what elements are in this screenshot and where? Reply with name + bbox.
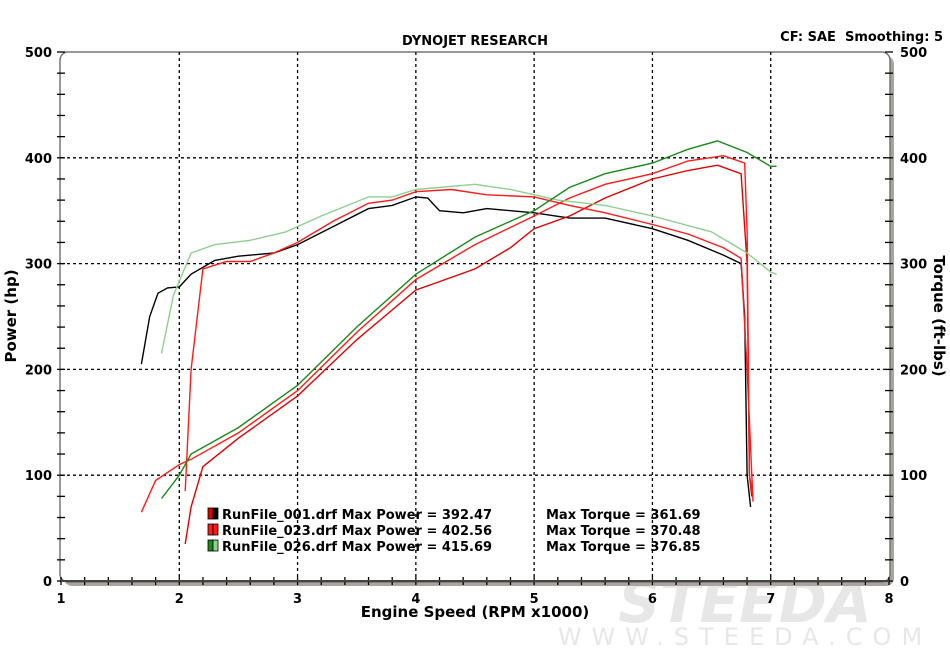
- legend-torque: Max Torque = 376.85: [546, 540, 701, 555]
- plot-area: [59, 51, 891, 583]
- legend-torque: Max Torque = 370.48: [546, 524, 701, 539]
- y-tick-label: 200: [25, 363, 52, 378]
- legend-swatch-icon: [207, 523, 214, 536]
- y2-axis-label: Torque (ft-lbs): [930, 255, 948, 376]
- x-tick-label: 5: [530, 592, 539, 607]
- x-axis-label: Engine Speed (RPM x1000): [361, 603, 590, 621]
- chart-subtitle: CF: SAE Smoothing: 5: [780, 30, 943, 45]
- series-line-power: [160, 140, 777, 499]
- series-line-torque: [160, 183, 777, 354]
- series-line-torque: [140, 196, 752, 507]
- legend-swatch-icon: [212, 539, 219, 552]
- series-line-power: [140, 154, 754, 513]
- legend-swatch-icon: [212, 523, 219, 536]
- series-line-torque: [184, 188, 754, 502]
- chart-title: DYNOJET RESEARCH: [402, 34, 548, 49]
- series-line-power: [184, 164, 753, 545]
- y2-tick-label: 200: [900, 363, 927, 378]
- x-tick-label: 7: [766, 592, 775, 607]
- y2-tick-label: 0: [900, 575, 909, 590]
- x-tick-label: 3: [293, 592, 302, 607]
- legend-torque: Max Torque = 361.69: [546, 508, 701, 523]
- x-tick-label: 6: [648, 592, 657, 607]
- y-axis-label: Power (hp): [2, 269, 20, 362]
- y-tick-label: 300: [25, 258, 52, 273]
- legend-file: RunFile_001.drf Max Power = 392.47: [222, 508, 492, 523]
- x-tick-label: 2: [175, 592, 184, 607]
- y-tick-label: 0: [43, 575, 52, 590]
- series-group: [140, 140, 777, 545]
- x-tick-label: 4: [411, 592, 420, 607]
- legend-swatch-icon: [212, 507, 219, 520]
- y-tick-label: 400: [25, 152, 52, 167]
- grid: [61, 52, 889, 581]
- y2-tick-label: 300: [900, 258, 927, 273]
- legend-file: RunFile_023.drf Max Power = 402.56: [222, 524, 492, 539]
- y-tick-label: 500: [25, 46, 52, 61]
- x-tick-label: 8: [884, 592, 893, 607]
- legend: RunFile_001.drf Max Power = 392.47 Max To…: [207, 507, 701, 555]
- watermark-url: WWW.STEEDA.COM: [558, 623, 932, 650]
- x-tick-label: 1: [56, 592, 65, 607]
- legend-swatch-icon: [207, 507, 214, 520]
- legend-file: RunFile_026.drf Max Power = 415.69: [222, 540, 492, 555]
- y2-tick-label: 400: [900, 152, 927, 167]
- y-tick-label: 100: [25, 469, 52, 484]
- legend-swatch-icon: [207, 539, 214, 552]
- y2-tick-label: 100: [900, 469, 927, 484]
- y2-tick-label: 500: [900, 46, 927, 61]
